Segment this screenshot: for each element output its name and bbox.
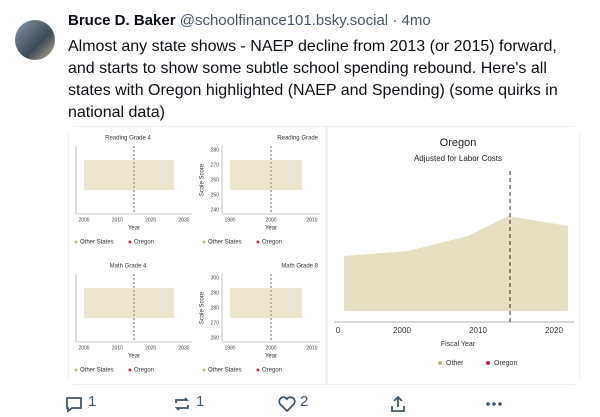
x-axis-label: Year	[128, 354, 140, 360]
reply-count: 1	[88, 393, 97, 410]
repost-icon[interactable]	[172, 394, 192, 414]
legend-label: Other States	[208, 368, 242, 374]
x-tick-label: 2010	[306, 345, 317, 351]
x-axis-label: Fiscal Year	[441, 341, 476, 348]
legend-swatch	[256, 368, 260, 372]
legend-label: Oregon	[262, 240, 282, 246]
x-tick-label: 2000	[265, 345, 276, 351]
legend-swatch	[128, 368, 132, 372]
legend-label: Oregon	[134, 368, 154, 374]
other-cloud	[344, 216, 568, 311]
y-tick-label: 260	[211, 177, 220, 183]
x-tick-label: 2000	[78, 217, 89, 223]
like-count: 2	[300, 393, 309, 410]
y-tick-label: 300	[211, 275, 220, 281]
time[interactable]: 4mo	[401, 12, 431, 29]
legend-swatch	[202, 240, 206, 244]
y-tick-label: 270	[211, 320, 220, 326]
legend-swatch	[74, 240, 78, 244]
post-header: Bruce D. Baker @schoolfinance101.bsky.so…	[68, 12, 431, 29]
x-tick-label: 1990	[224, 345, 235, 351]
legend-swatch	[256, 240, 260, 244]
x-axis-label: Year	[128, 226, 140, 232]
y-axis-label: Scale Score	[200, 163, 206, 196]
legend-label: Other States	[80, 368, 114, 374]
y-tick-label: 240	[211, 207, 220, 213]
y-tick-label: 280	[211, 305, 220, 311]
x-tick-label: 2030	[178, 345, 189, 351]
main-subtitle: Adjusted for Labor Costs	[414, 154, 502, 163]
other-cloud	[230, 160, 302, 190]
y-tick-label: 250	[211, 192, 220, 198]
x-tick-label: 2010	[112, 345, 123, 351]
legend-swatch	[486, 361, 490, 365]
left-panel	[69, 127, 325, 384]
x-tick-label: 2030	[178, 217, 189, 223]
x-tick-label: 2010	[469, 326, 487, 335]
x-tick-label: 2020	[145, 345, 156, 351]
separator: ·	[392, 12, 398, 29]
repost-count: 1	[196, 393, 205, 410]
reply-icon[interactable]	[64, 394, 84, 414]
legend-label: Oregon	[134, 240, 154, 246]
avatar[interactable]	[15, 20, 55, 60]
like-icon[interactable]	[277, 394, 297, 414]
text-line: states with Oregon highlighted (NAEP and…	[68, 82, 558, 99]
author[interactable]: Bruce D. Baker	[68, 12, 176, 29]
legend-label: Oregon	[262, 368, 282, 374]
y-tick-label: 280	[211, 147, 220, 153]
main-title: Oregon	[440, 137, 477, 149]
share-icon[interactable]	[388, 394, 408, 414]
x-tick-label: 2020	[545, 326, 563, 335]
y-tick-label: 260	[211, 335, 220, 341]
x-tick-label: 2000	[78, 345, 89, 351]
text-line: national data)	[68, 104, 165, 121]
x-tick-label: 2000	[393, 326, 411, 335]
panel-title: Math Grade 4	[110, 264, 147, 270]
handle[interactable]: @schoolfinance101.bsky.social	[179, 12, 389, 29]
legend-label: Other States	[80, 240, 114, 246]
panel-title: Reading Grade	[277, 136, 318, 142]
legend-label: Other	[446, 360, 464, 367]
panel-title: Math Grade 8	[281, 264, 318, 270]
other-cloud	[84, 160, 174, 190]
other-cloud	[230, 288, 302, 318]
legend-label: Oregon	[494, 360, 517, 367]
text-line: Almost any state shows - NAEP decline fr…	[68, 38, 557, 55]
legend-swatch	[74, 368, 78, 372]
x-tick-label: 2010	[112, 217, 123, 223]
x-tick-label: 1990	[224, 217, 235, 223]
y-axis-label: Scale Score	[200, 291, 206, 324]
legend-swatch	[128, 240, 132, 244]
legend-label: Other States	[208, 240, 242, 246]
other-cloud	[84, 288, 174, 318]
legend-swatch	[202, 368, 206, 372]
y-tick-label: 290	[211, 290, 220, 296]
x-tick-label: 2010	[306, 217, 317, 223]
y-tick-label: 270	[211, 162, 220, 168]
more-icon[interactable]	[484, 394, 504, 414]
x-tick-label: 0	[336, 326, 341, 335]
x-axis-label: Year	[265, 354, 277, 360]
right-panel	[328, 127, 579, 384]
text-line: and starts to show some subtle school sp…	[68, 60, 547, 77]
panel-title: Reading Grade 4	[105, 136, 151, 142]
post-image[interactable]: Reading Grade 4 2000 2010 2020 2030 Year Other…	[68, 126, 580, 385]
x-tick-label: 2020	[145, 217, 156, 223]
x-axis-label: Year	[265, 226, 277, 232]
legend-swatch	[438, 361, 442, 365]
x-tick-label: 2000	[265, 217, 276, 223]
